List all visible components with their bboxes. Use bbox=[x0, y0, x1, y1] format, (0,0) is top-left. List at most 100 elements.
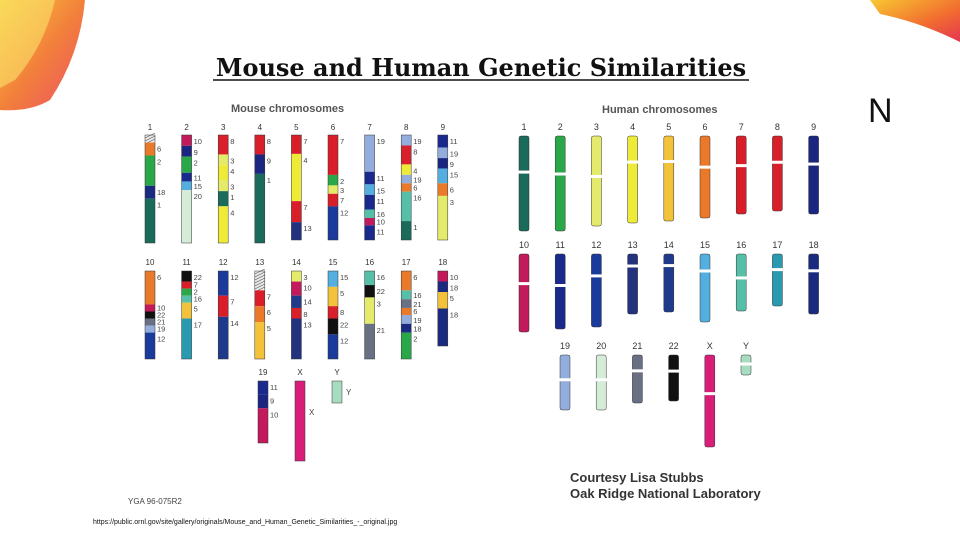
segment-label: 16 bbox=[413, 291, 421, 300]
segment-label: 5 bbox=[194, 305, 198, 314]
decorative-band-left bbox=[0, 0, 85, 111]
mouse-segment bbox=[328, 185, 338, 194]
segment-label: X bbox=[309, 408, 315, 417]
mouse-segment bbox=[181, 302, 192, 319]
mouse-segment bbox=[364, 285, 375, 298]
mouse-chromosome-15: 15 5 8 22 12 bbox=[327, 270, 348, 360]
mouse-segment bbox=[364, 171, 375, 185]
mouse-chromosome-outline bbox=[254, 134, 266, 244]
mouse-chromosome-outline bbox=[181, 270, 192, 360]
segment-label: 18 bbox=[157, 188, 165, 197]
mouse-segment bbox=[145, 318, 155, 326]
mouse-segment bbox=[258, 394, 268, 409]
mouse-chromosome-9: 11 199 15 6 3 bbox=[437, 134, 458, 241]
centromere bbox=[668, 369, 680, 373]
human-chr-label: 17 bbox=[772, 240, 782, 250]
human-chr-label: X bbox=[707, 341, 713, 351]
human-chromosomes-heading: Human chromosomes bbox=[602, 104, 718, 116]
segment-label: 19 bbox=[413, 175, 421, 184]
mouse-segment bbox=[291, 271, 302, 282]
mouse-segment bbox=[291, 318, 302, 359]
human-chromosome-5 bbox=[663, 135, 675, 222]
centromere bbox=[663, 160, 675, 163]
segment-label: 5 bbox=[340, 289, 344, 298]
figure-title: Mouse and Human Genetic Similarities bbox=[216, 53, 746, 82]
mouse-segment bbox=[401, 145, 412, 165]
mouse-chromosome-19: 11 9 10 bbox=[257, 380, 278, 444]
segment-label: 3 bbox=[230, 156, 234, 165]
mouse-segment bbox=[364, 135, 375, 172]
human-chr-label: 16 bbox=[736, 240, 746, 250]
mouse-chromosomes-heading: Mouse chromosomes bbox=[231, 103, 344, 115]
segment-label: 17 bbox=[194, 321, 202, 330]
mouse-segment bbox=[328, 206, 338, 240]
mouse-segment bbox=[291, 222, 302, 240]
segment-label: 12 bbox=[340, 336, 348, 345]
segment-label: 8 bbox=[267, 137, 271, 146]
segment-label: 6 bbox=[413, 307, 417, 316]
mouse-chromosome-outline bbox=[400, 134, 412, 241]
human-chromosome-3 bbox=[591, 135, 602, 227]
segment-label: 15 bbox=[450, 171, 458, 180]
mouse-segment bbox=[218, 135, 229, 155]
mouse-segment bbox=[328, 334, 338, 359]
centromere bbox=[808, 269, 820, 273]
human-chromosome-15 bbox=[699, 253, 711, 323]
mouse-segment bbox=[145, 185, 155, 199]
segment-label: 14 bbox=[303, 298, 311, 307]
centromere bbox=[704, 392, 716, 396]
segment-label: 2 bbox=[413, 335, 417, 344]
segment-label: 5 bbox=[450, 294, 454, 303]
segment-label: 16 bbox=[377, 210, 385, 219]
mouse-chr-label: 13 bbox=[255, 258, 264, 267]
segment-label: 7 bbox=[340, 137, 344, 146]
mouse-segment bbox=[145, 332, 155, 359]
mouse-segment bbox=[145, 304, 155, 312]
mouse-segment bbox=[218, 154, 229, 166]
mouse-chromosome-14: 3 10 14 8 13 bbox=[291, 270, 312, 360]
human-chr-label: 13 bbox=[628, 240, 638, 250]
human-chr-label: 11 bbox=[556, 240, 565, 250]
segment-label: 15 bbox=[340, 273, 348, 282]
mouse-segment bbox=[401, 271, 412, 291]
human-chromosome-16 bbox=[735, 253, 747, 312]
mouse-segment bbox=[218, 165, 229, 181]
mouse-segment bbox=[291, 201, 302, 223]
mouse-segment bbox=[328, 271, 338, 287]
centromere bbox=[554, 284, 566, 287]
mouse-chromosome-outline bbox=[181, 134, 192, 244]
human-chr-label: 7 bbox=[739, 122, 744, 132]
mouse-segment bbox=[364, 209, 375, 218]
centromere bbox=[699, 165, 711, 169]
mouse-chr-label: 10 bbox=[146, 258, 155, 267]
segment-label: 6 bbox=[413, 184, 417, 193]
mouse-segment bbox=[401, 332, 412, 359]
mouse-segment bbox=[364, 271, 375, 286]
mouse-chromosome-13: 7 6 5 bbox=[254, 268, 271, 360]
mouse-segment bbox=[364, 194, 375, 210]
human-chr-label: 14 bbox=[664, 240, 674, 250]
segment-label: 7 bbox=[340, 196, 344, 205]
segment-label: 10 bbox=[303, 284, 311, 293]
human-chr-label: 8 bbox=[775, 122, 780, 132]
segment-label: 8 bbox=[413, 148, 417, 157]
human-chr-label: 3 bbox=[594, 122, 599, 132]
hatch-line bbox=[254, 274, 265, 281]
human-chr-label: Y bbox=[743, 341, 749, 351]
mouse-chromosome-outline bbox=[254, 270, 266, 360]
human-chromosome-22 bbox=[668, 354, 679, 402]
segment-label: 8 bbox=[340, 308, 344, 317]
segment-label: 19 bbox=[413, 137, 421, 146]
mouse-segment bbox=[254, 290, 265, 307]
mouse-segment bbox=[145, 142, 155, 156]
hatch-line bbox=[254, 280, 265, 287]
mouse-chromosome-outline bbox=[364, 134, 375, 241]
human-chromosome-14 bbox=[663, 253, 675, 313]
segment-label: 5 bbox=[267, 324, 271, 333]
mouse-chromosome-4: 8 9 1 bbox=[254, 134, 271, 244]
mouse-chromosome-outline bbox=[144, 270, 156, 360]
